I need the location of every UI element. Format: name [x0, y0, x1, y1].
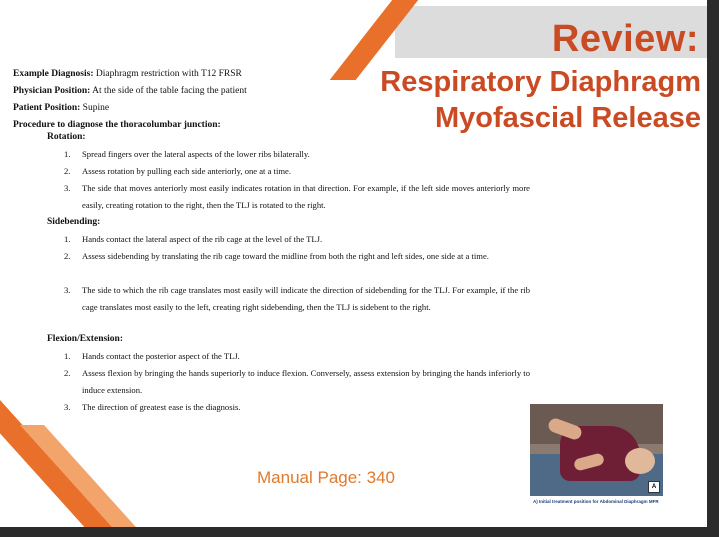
- physician-row: Physician Position: At the side of the t…: [13, 86, 247, 96]
- figure-caption: A) Initial treatment position for Abdomi…: [533, 499, 659, 504]
- list-item: 3. The direction of greatest ease is the …: [64, 402, 241, 412]
- title-band: [395, 6, 707, 58]
- procedure-row: Procedure to diagnose the thoracolumbar …: [13, 120, 221, 130]
- list-item: 3. The side that moves anteriorly most ea…: [64, 183, 530, 210]
- sidebending-heading: Sidebending:: [47, 217, 101, 227]
- list-item: 1. Hands contact the posterior aspect of …: [64, 351, 240, 361]
- manual-page-reference: Manual Page: 340: [257, 468, 395, 487]
- slide-subtitle: Respiratory Diaphragm Myofascial Release: [380, 64, 701, 136]
- rotation-heading: Rotation:: [47, 132, 86, 142]
- treatment-photo: A: [530, 404, 663, 496]
- list-item: 2. Assess flexion by bringing the hands s…: [64, 368, 530, 395]
- decorative-stripe-bottom-left: [0, 400, 181, 527]
- list-item: 3. The side to which the rib cage transla…: [64, 285, 530, 312]
- figure-badge: A: [648, 481, 660, 493]
- slide-title: Review:: [551, 18, 699, 60]
- procedure-meta: Example Diagnosis: Diaphragm restriction…: [13, 66, 247, 134]
- subtitle-line-2: Myofascial Release: [435, 102, 701, 134]
- patient-row: Patient Position: Supine: [13, 103, 110, 113]
- list-item: 2. Assess sidebending by translating the …: [64, 251, 489, 261]
- diagnosis-row: Example Diagnosis: Diaphragm restriction…: [13, 69, 242, 79]
- list-item: 1. Hands contact the lateral aspect of th…: [64, 234, 323, 244]
- slide: Review: Respiratory Diaphragm Myofascial…: [0, 0, 707, 527]
- flexion-heading: Flexion/Extension:: [47, 334, 124, 344]
- list-item: 2. Assess rotation by pulling each side a…: [64, 166, 291, 176]
- subtitle-line-1: Respiratory Diaphragm: [380, 66, 701, 98]
- list-item: 1. Spread fingers over the lateral aspect…: [64, 149, 310, 159]
